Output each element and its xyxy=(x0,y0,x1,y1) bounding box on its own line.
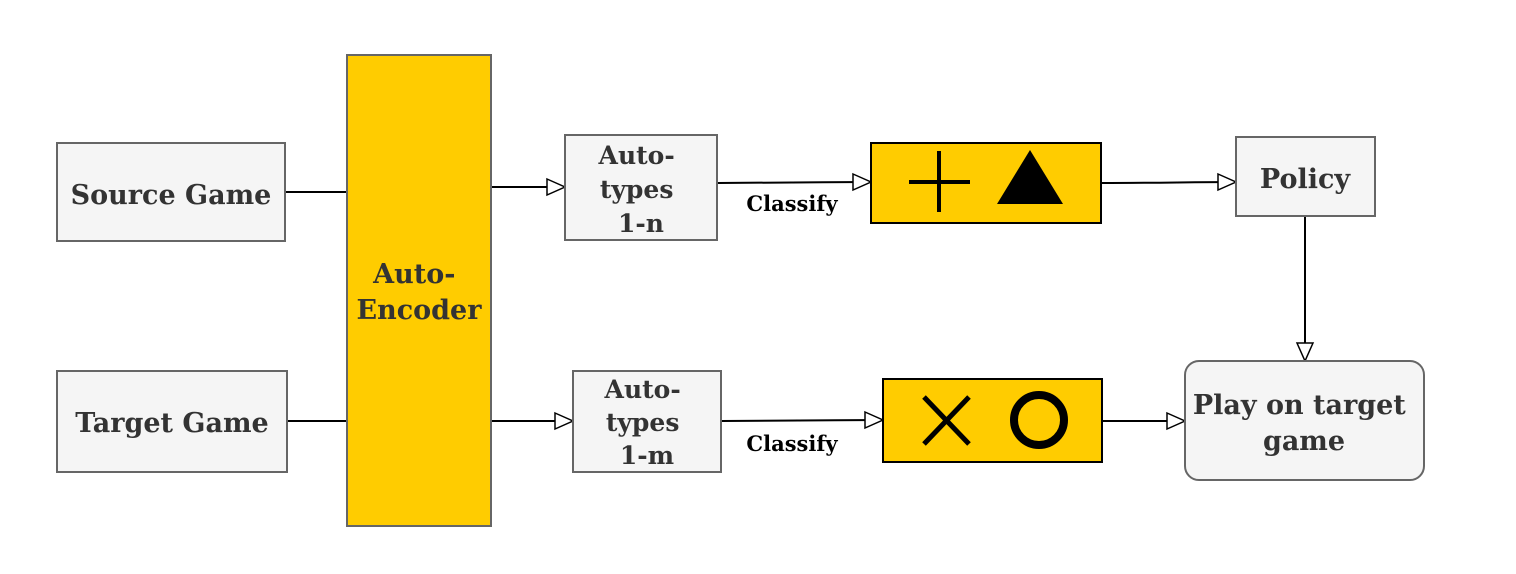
play-on-target-node: Play on target game xyxy=(1184,360,1425,481)
auto-encoder-line-2: Encoder xyxy=(357,295,483,326)
classify-bottom-label: Classify xyxy=(746,431,838,456)
edge-types-top-to-symbols-top xyxy=(717,182,871,183)
play-on-target-label: Play on target game xyxy=(1193,390,1415,457)
source-game-label: Source Game xyxy=(71,180,272,211)
auto-types-bottom-line-2: types xyxy=(606,408,680,437)
play-on-target-line-1: Play on target xyxy=(1193,390,1406,421)
auto-types-top-line-1: Auto- xyxy=(598,141,675,170)
auto-encoder-line-1: Auto- xyxy=(372,259,455,290)
auto-types-bottom-line-1: Auto- xyxy=(604,375,681,404)
edge-types-bottom-to-symbols-bottom xyxy=(721,420,883,421)
cross-icon xyxy=(922,395,971,446)
triangle-icon xyxy=(997,150,1063,204)
plus-icon xyxy=(909,151,970,212)
play-on-target-line-2: game xyxy=(1263,426,1345,457)
symbols-top-node xyxy=(870,142,1102,224)
circle-icon xyxy=(1010,391,1068,449)
auto-types-bottom-line-3: 1-m xyxy=(620,441,674,470)
source-game-node: Source Game xyxy=(56,142,286,242)
auto-encoder-label: Auto- Encoder xyxy=(357,259,483,326)
target-game-node: Target Game xyxy=(56,370,288,473)
auto-types-bottom-node: Auto- types 1-m xyxy=(572,370,722,473)
auto-types-bottom-label: Auto- types 1-m xyxy=(604,375,690,470)
auto-types-top-label: Auto- types 1-n xyxy=(598,141,684,238)
target-game-label: Target Game xyxy=(75,408,268,439)
symbols-bottom-node xyxy=(882,378,1103,463)
classify-top-label: Classify xyxy=(746,191,838,216)
connectors xyxy=(286,182,1305,421)
auto-types-top-line-3: 1-n xyxy=(618,209,664,238)
policy-node: Policy xyxy=(1235,136,1376,217)
auto-types-top-node: Auto- types 1-n xyxy=(564,134,718,241)
edge-symbols-top-to-policy xyxy=(1100,182,1236,183)
auto-types-top-line-2: types xyxy=(600,175,674,204)
auto-encoder-node: Auto- Encoder xyxy=(346,54,492,527)
policy-label: Policy xyxy=(1260,164,1352,195)
